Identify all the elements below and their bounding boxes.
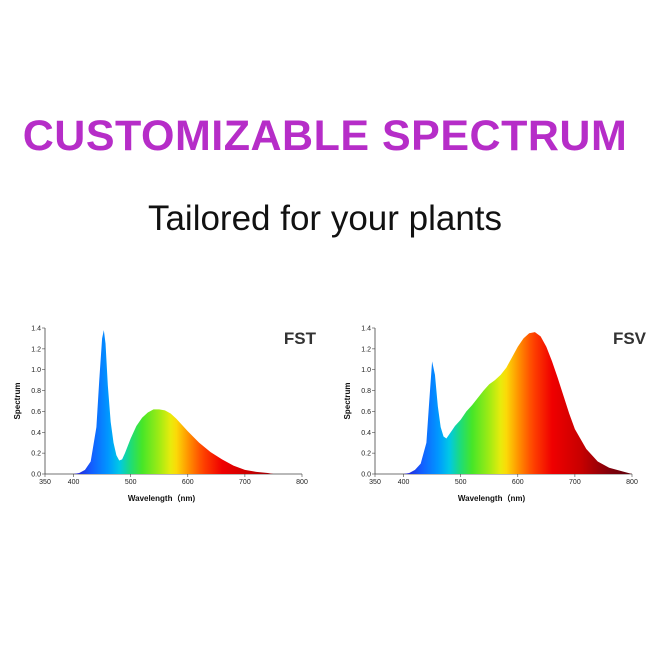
x-tick-label: 600 (512, 479, 524, 486)
y-tick-label: 0.2 (361, 451, 371, 458)
x-axis-label: Wavelength（nm) (458, 493, 526, 503)
x-tick-label: 350 (369, 479, 381, 486)
y-tick-label: 0.8 (361, 388, 371, 395)
y-tick-label: 0.2 (31, 451, 41, 458)
subheadline: Tailored for your plants (147, 199, 503, 238)
y-tick-label: 0.0 (31, 472, 41, 479)
x-tick-label: 700 (239, 479, 251, 486)
x-tick-label: 400 (398, 479, 410, 486)
x-tick-label: 500 (455, 479, 467, 486)
y-tick-label: 1.4 (361, 326, 371, 333)
x-tick-label: 700 (569, 479, 581, 486)
y-tick-label: 1.2 (361, 346, 371, 353)
headline: CUSTOMIZABLE SPECTRUM (22, 112, 628, 160)
spectrum-chart-fsv: 0.0 0.2 0.4 0.6 0.8 1.0 1.2 1.4 350 400 500 600 700 8… (343, 326, 647, 504)
x-tick-label: 800 (296, 479, 308, 486)
y-tick-label: 1.4 (31, 326, 41, 333)
y-tick-label: 0.6 (31, 409, 41, 416)
y-tick-label: 1.2 (31, 346, 41, 353)
x-tick-label: 400 (68, 479, 80, 486)
x-axis-label: Wavelength（nm) (128, 493, 196, 503)
x-tick-label: 600 (182, 479, 194, 486)
x-tick-label: 800 (626, 479, 638, 486)
y-axis-label: Spectrum (13, 383, 22, 420)
y-tick-label: 0.4 (31, 430, 41, 437)
y-tick-label: 1.0 (31, 367, 41, 374)
y-tick-label: 0.0 (361, 472, 371, 479)
y-axis-label: Spectrum (343, 383, 352, 420)
x-tick-label: 350 (39, 479, 51, 486)
y-tick-label: 1.0 (361, 367, 371, 374)
chart-title: FSV (613, 329, 647, 348)
y-tick-label: 0.6 (361, 409, 371, 416)
chart-title: FST (284, 329, 317, 348)
y-tick-label: 0.4 (361, 430, 371, 437)
spectrum-area (73, 330, 274, 474)
x-tick-label: 500 (125, 479, 137, 486)
spectrum-area (403, 332, 632, 474)
y-tick-label: 0.8 (31, 388, 41, 395)
spectrum-chart-fst: 0.0 0.2 0.4 0.6 0.8 1.0 1.2 1.4 350 400 500 600 700 8… (13, 326, 317, 504)
